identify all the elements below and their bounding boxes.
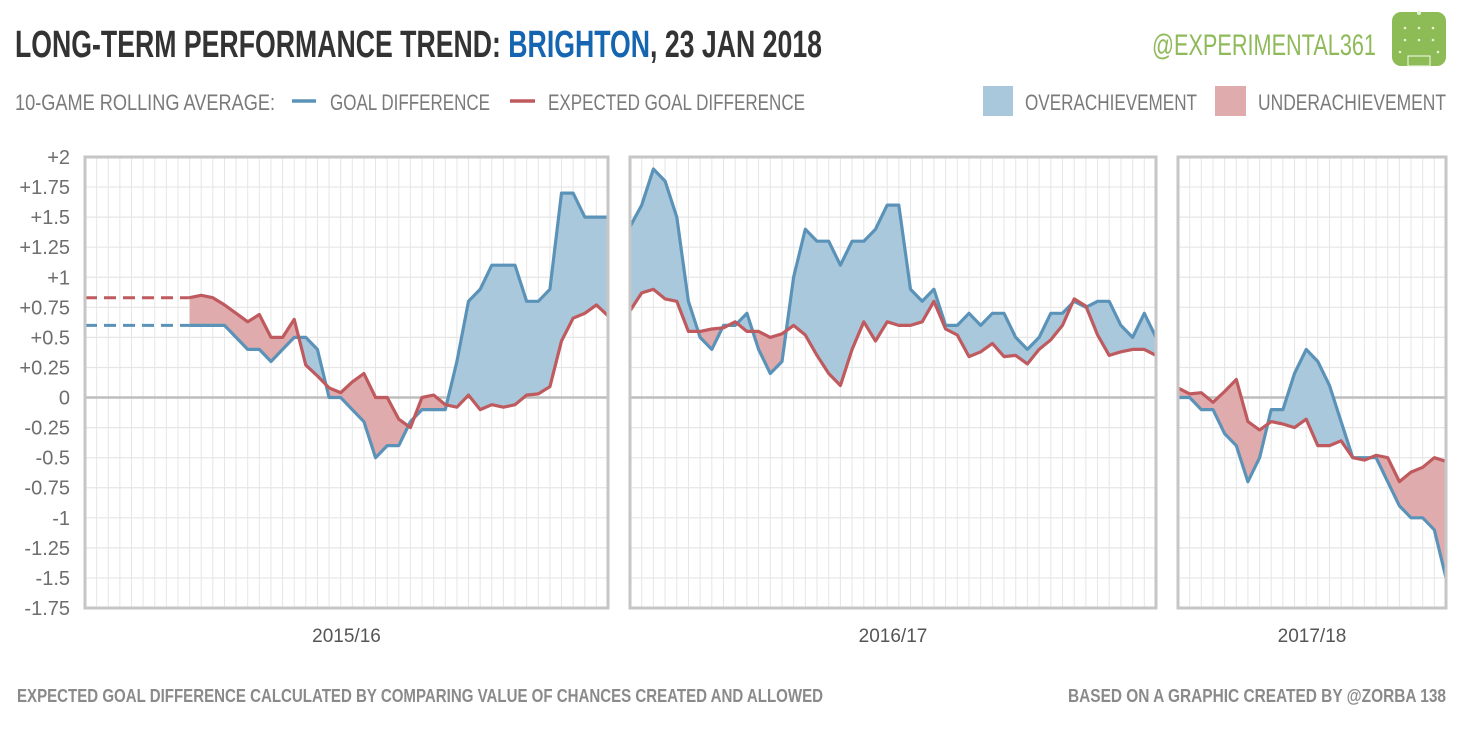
y-tick-label: +1.25 [19, 237, 70, 259]
y-tick-label: +0.25 [19, 357, 70, 379]
panel-frame [1176, 155, 1448, 610]
football-pitch-icon [1392, 11, 1446, 67]
xgd-line [1177, 377, 1447, 484]
y-tick-label: -0.75 [24, 478, 70, 500]
overachievement-area [1178, 349, 1446, 482]
y-axis: +2 +1.75 +1.5 +1.25 +1 +0.75 +0.5 +0.25 0 -0.25 -0… [19, 147, 70, 620]
y-tick-label: -1.25 [24, 538, 70, 560]
title-prefix: LONG-TERM PERFORMANCE TREND: [15, 24, 508, 66]
y-tick-label: -1.75 [24, 598, 70, 620]
y-tick-label: +0.75 [19, 297, 70, 319]
legend-over-swatch [983, 86, 1013, 116]
y-tick-label: -0.5 [36, 448, 70, 470]
y-tick-label: -0.25 [24, 418, 70, 440]
twitter-handle: @EXPERIMENTAL361 [1152, 29, 1376, 62]
title-suffix: , 23 JAN 2018 [650, 24, 822, 66]
panel-frame [628, 155, 1158, 610]
y-tick-label: +1.75 [19, 177, 70, 199]
season-label: 2016/17 [859, 626, 928, 647]
y-tick-label: +2 [47, 147, 70, 169]
xgd-line [628, 287, 1157, 388]
panel-2016-17: 2016/17 [628, 155, 1158, 647]
y-tick-label: +1.5 [31, 207, 70, 229]
season-panels: 2015/16 2016/17 2017/18 [83, 155, 1448, 647]
panel-2017-18: 2017/18 [1176, 155, 1448, 647]
footer-credit: BASED ON A GRAPHIC CREATED BY @ZORBA 138 [1068, 686, 1446, 706]
overachievement-area [630, 169, 1156, 386]
legend-under-swatch [1215, 86, 1246, 116]
legend-under-label: UNDERACHIEVEMENT [1258, 90, 1446, 115]
gd-line [1178, 347, 1448, 579]
y-tick-label: +0.5 [31, 327, 70, 349]
gd-line [628, 167, 1158, 376]
legend-gd-label: GOAL DIFFERENCE [330, 90, 490, 115]
y-tick-label: -1.5 [36, 568, 70, 590]
title-team: BRIGHTON [508, 24, 650, 66]
chart-title: LONG-TERM PERFORMANCE TREND: BRIGHTON, 2… [15, 24, 822, 66]
season-label: 2015/16 [312, 626, 381, 647]
legend-xgd-label: EXPECTED GOAL DIFFERENCE [548, 90, 805, 115]
panel-frame [83, 155, 610, 610]
footer-note: EXPECTED GOAL DIFFERENCE CALCULATED BY C… [17, 686, 823, 706]
rolling-average-label: 10-GAME ROLLING AVERAGE: [15, 90, 275, 115]
y-tick-label: -1 [52, 508, 70, 530]
y-tick-label: +1 [47, 267, 70, 289]
legend-over-label: OVERACHIEVEMENT [1025, 90, 1197, 115]
y-tick-label: 0 [59, 388, 70, 410]
overachievement-area [189, 193, 608, 428]
panel-2015-16: 2015/16 [83, 155, 610, 647]
season-label: 2017/18 [1278, 626, 1347, 647]
